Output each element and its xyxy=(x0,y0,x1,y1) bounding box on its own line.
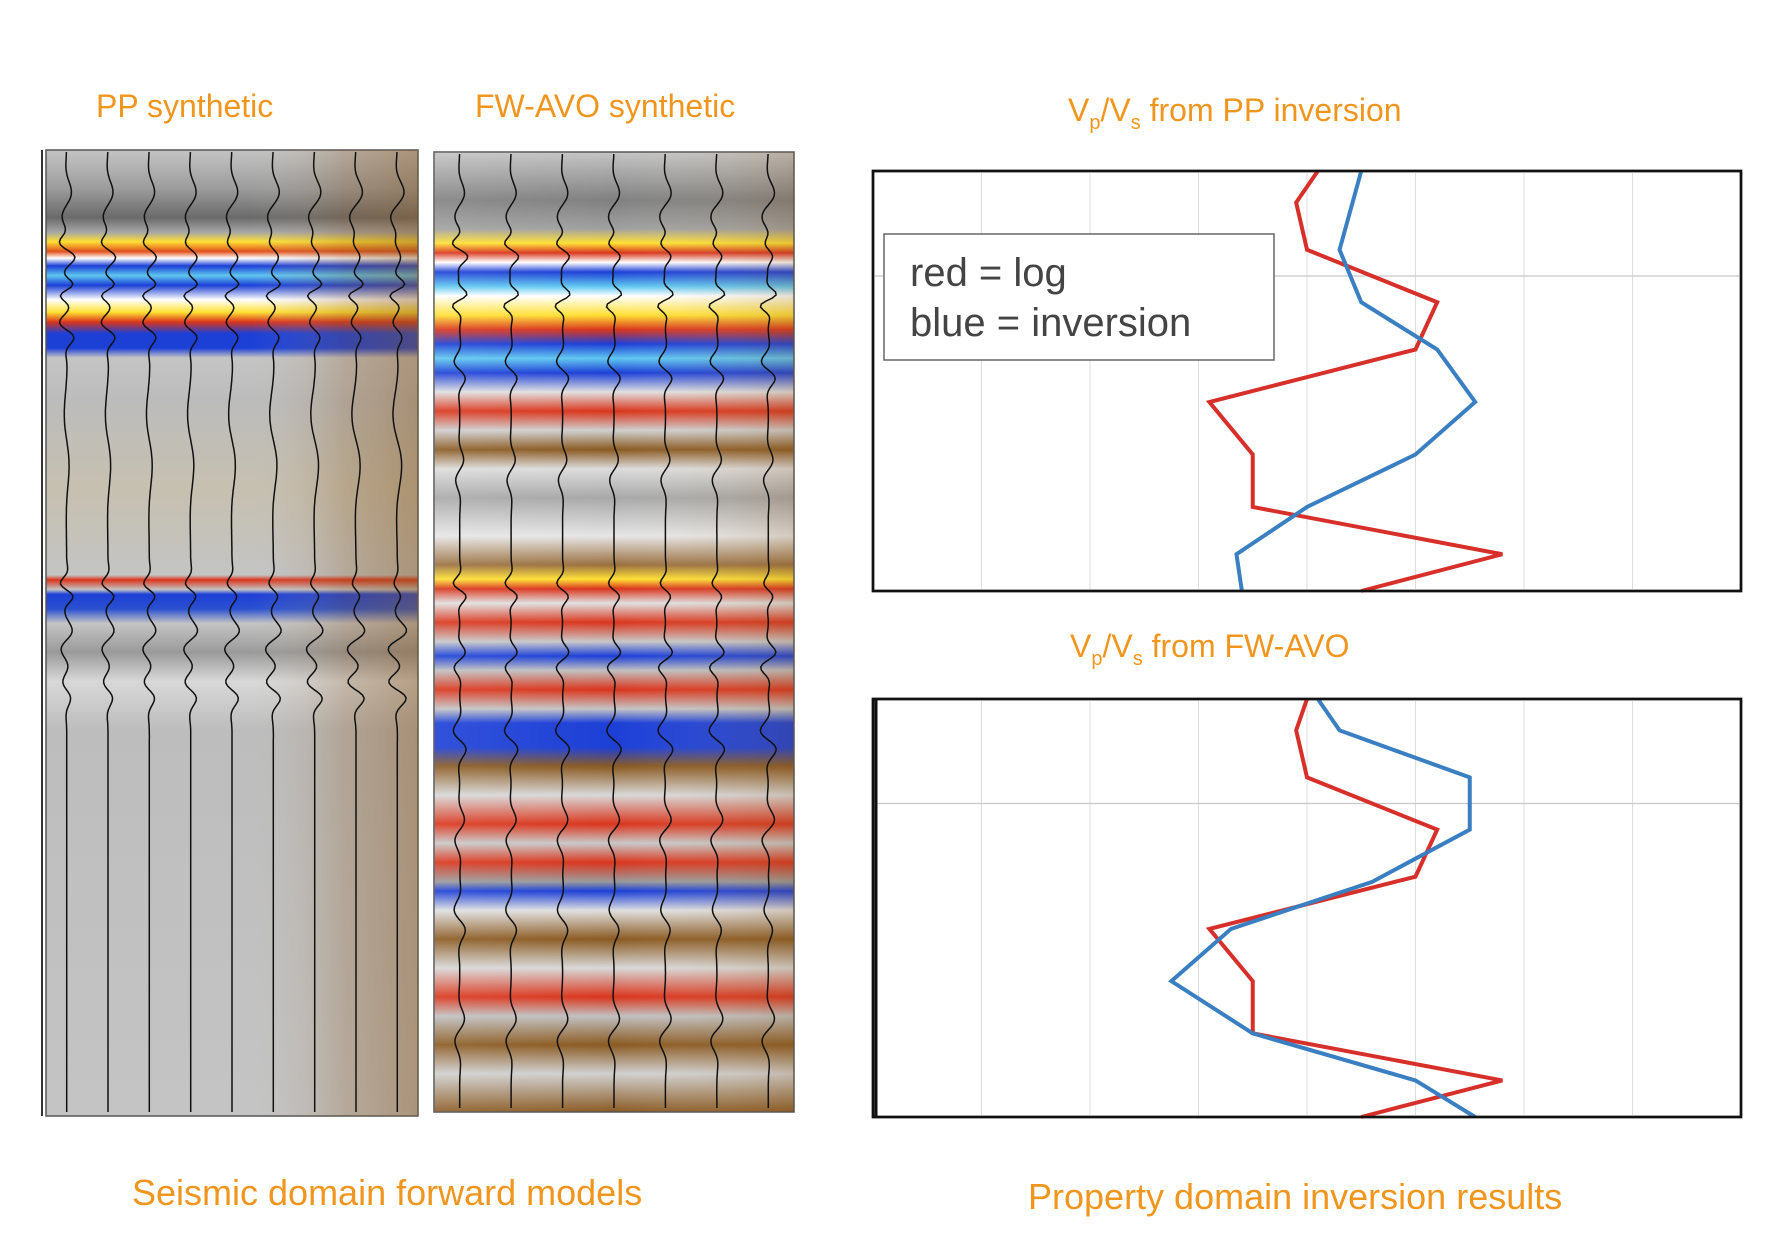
seismic-domain-caption: Seismic domain forward models xyxy=(132,1172,643,1213)
wiggle-trace xyxy=(183,151,199,1112)
legend-inversion-label: blue = inversion xyxy=(910,301,1191,345)
wiggle-trace xyxy=(264,151,282,1112)
chart-series xyxy=(1168,697,1503,1119)
wiggle-trace xyxy=(759,153,777,1108)
vpvs-pp-title: Vp/Vs from PP inversion xyxy=(1068,92,1402,134)
pp-synthetic-panel xyxy=(41,149,419,1117)
vpvs-pp-chart: red = log blue = inversion xyxy=(871,169,1743,593)
wiggle-trace xyxy=(708,153,726,1108)
chart-grid xyxy=(873,699,1741,1117)
wiggle-trace xyxy=(58,151,76,1112)
wiggle-trace xyxy=(451,153,469,1108)
series-line-log xyxy=(1205,169,1503,593)
wiggle-trace xyxy=(223,151,240,1112)
wiggle-trace xyxy=(605,153,623,1108)
vpvs-fwavo-title: Vp/Vs from FW-AVO xyxy=(1070,628,1350,670)
fwavo-wiggle-traces xyxy=(451,153,777,1108)
fwavo-synthetic-title: FW-AVO synthetic xyxy=(475,88,736,124)
wiggle-trace xyxy=(554,153,571,1108)
pp-synthetic-title: PP synthetic xyxy=(96,88,274,124)
series-line-inversion xyxy=(1168,697,1477,1119)
pp-wiggle-traces xyxy=(58,151,408,1112)
wiggle-trace xyxy=(657,153,674,1108)
fwavo-synthetic-panel xyxy=(433,151,795,1113)
wiggle-trace xyxy=(387,151,408,1112)
property-domain-caption: Property domain inversion results xyxy=(1028,1176,1563,1217)
wiggle-trace xyxy=(305,151,324,1112)
legend-log-label: red = log xyxy=(910,251,1067,295)
legend-box: red = log blue = inversion xyxy=(883,233,1275,361)
wiggle-trace xyxy=(100,151,117,1112)
series-line-inversion xyxy=(1234,170,1478,592)
wiggle-trace xyxy=(141,151,158,1112)
chart-series xyxy=(1205,169,1503,593)
wiggle-trace xyxy=(503,153,520,1108)
wiggle-trace xyxy=(346,151,366,1112)
vpvs-fwavo-chart xyxy=(871,697,1743,1119)
